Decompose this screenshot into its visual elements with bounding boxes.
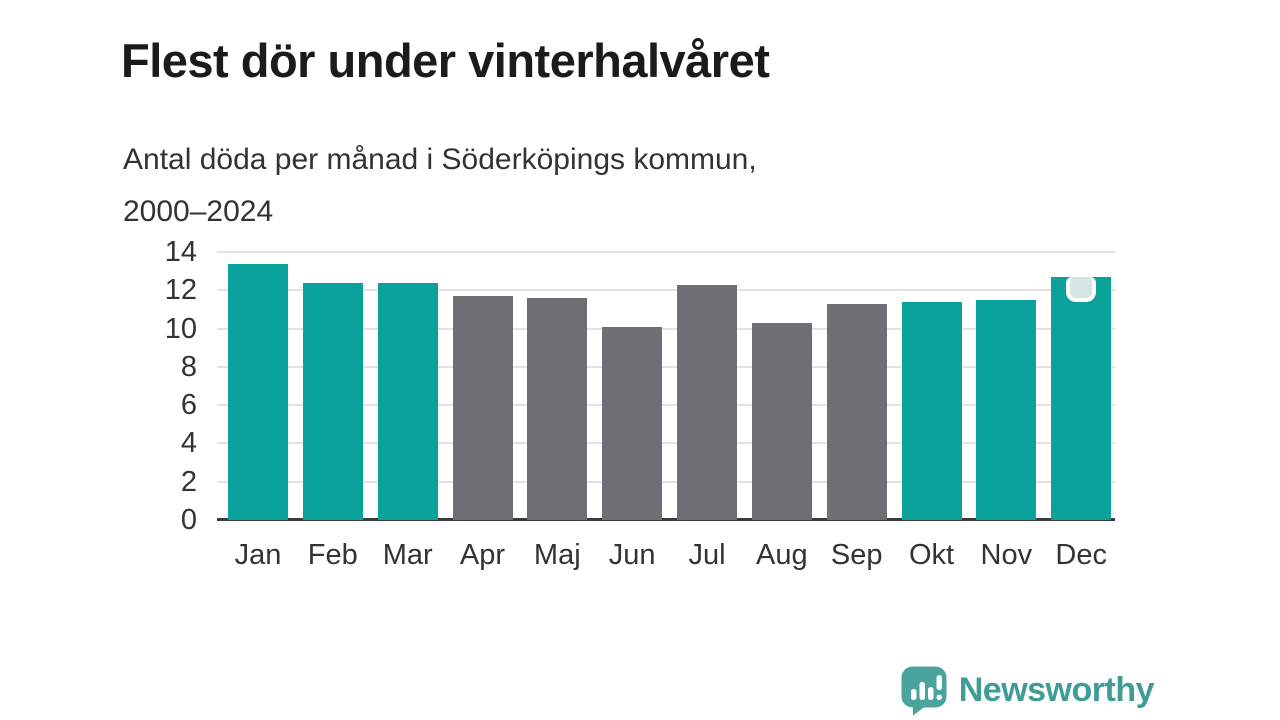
bar-okt[interactable] [901, 301, 962, 520]
bar-chart: 0 2 4 6 8 10 12 14 Jan Feb Mar Apr Maj Jun Jul Aug Sep Ok… [165, 238, 1115, 570]
gridline-8 [217, 365, 1115, 368]
bar-jan[interactable] [228, 263, 288, 520]
bar-aug[interactable] [751, 322, 812, 520]
x-axis-label-jun: Jun [608, 539, 656, 571]
bar-nov[interactable] [976, 299, 1037, 520]
gridline-14 [217, 251, 1115, 253]
gridline-4 [217, 442, 1115, 445]
bar-apr[interactable] [452, 296, 513, 520]
x-axis-label-feb: Feb [307, 539, 358, 571]
y-axis-tick-label-0: 0 [180, 504, 197, 536]
x-axis-label-dec: Dec [1055, 539, 1107, 571]
newsworthy-speech-bubble-chart-icon [900, 665, 948, 716]
gridline-6 [217, 404, 1115, 407]
y-axis-tick-label-12: 12 [164, 274, 197, 307]
brand-name: Newsworthy [958, 671, 1155, 709]
selection-marker[interactable] [1066, 276, 1097, 302]
bar-sep[interactable] [826, 303, 887, 520]
bar-jun[interactable] [602, 326, 663, 520]
x-axis-label-maj: Maj [533, 539, 581, 571]
x-axis-label-jan: Jan [234, 539, 282, 571]
x-axis-line [217, 518, 1115, 521]
x-axis-label-okt: Okt [908, 539, 955, 571]
gridline-2 [217, 480, 1115, 483]
y-axis-tick-label-2: 2 [180, 465, 197, 498]
y-axis-tick-label-10: 10 [164, 312, 197, 345]
chart-subtitle: Antal döda per månad i Söderköpings komm… [123, 143, 757, 228]
x-axis-label-sep: Sep [830, 539, 883, 571]
gridline-12 [217, 289, 1115, 292]
bar-mar[interactable] [377, 282, 438, 520]
x-axis-label-nov: Nov [980, 539, 1033, 571]
y-axis-tick-label-14: 14 [164, 236, 197, 268]
newsworthy-logo[interactable]: Newsworthy [900, 665, 1155, 716]
page-title: Flest dör under vinterhalvåret [121, 34, 770, 88]
x-axis-label-aug: Aug [755, 539, 808, 571]
x-axis-label-apr: Apr [459, 539, 506, 571]
x-axis-label-mar: Mar [382, 539, 433, 571]
y-axis-tick-label-4: 4 [180, 427, 197, 460]
gridline-10 [217, 327, 1115, 330]
bar-feb[interactable] [302, 282, 363, 520]
bar-jul[interactable] [677, 284, 737, 520]
y-axis-tick-label-8: 8 [180, 350, 197, 383]
bar-maj[interactable] [527, 297, 588, 520]
bar-dec[interactable] [1051, 276, 1112, 520]
x-axis-label-jul: Jul [688, 539, 726, 571]
y-axis-tick-label-6: 6 [180, 389, 197, 422]
